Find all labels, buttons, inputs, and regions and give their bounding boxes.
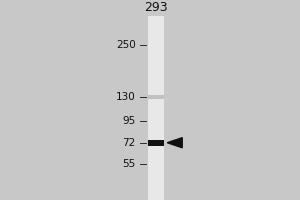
Polygon shape [167, 138, 182, 148]
Text: 95: 95 [122, 116, 136, 126]
Text: 130: 130 [116, 92, 136, 102]
Text: 293: 293 [144, 1, 168, 14]
Text: 55: 55 [122, 159, 136, 169]
Bar [148, 140, 164, 146]
Text: 250: 250 [116, 40, 136, 50]
Text: 72: 72 [122, 138, 136, 148]
Bar [148, 95, 164, 99]
Bar [148, 16, 164, 200]
